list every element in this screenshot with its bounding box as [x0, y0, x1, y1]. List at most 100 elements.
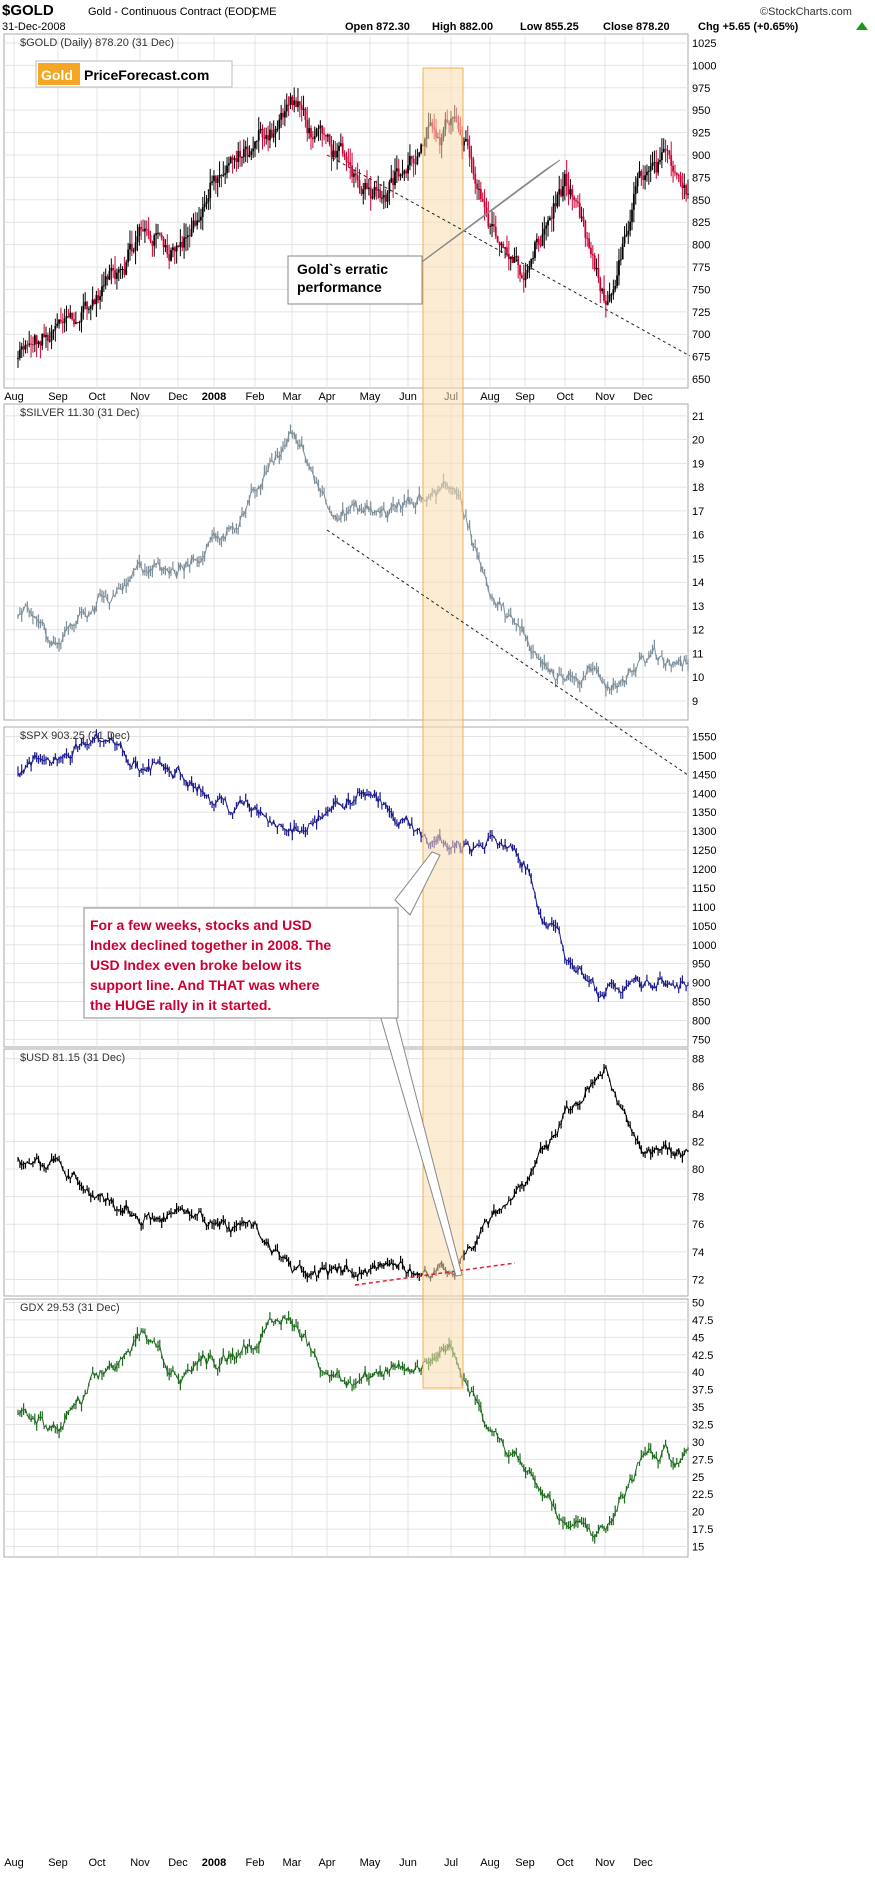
candle-body — [395, 168, 398, 172]
candle-body — [166, 245, 169, 255]
x-tick-label: Nov — [595, 391, 615, 403]
y-tick-label: 80 — [692, 1164, 704, 1176]
candle-body — [172, 247, 174, 251]
candle-body — [653, 161, 656, 163]
candle-body — [351, 165, 353, 177]
candle-body — [604, 300, 607, 305]
x-tick-label: Feb — [246, 391, 265, 403]
candle-body — [233, 158, 236, 160]
y-tick-label: 950 — [692, 105, 710, 117]
candle-body — [213, 175, 215, 182]
candle-body — [593, 255, 596, 270]
candle-body — [244, 146, 247, 150]
candle-body — [571, 189, 574, 197]
candle-body — [328, 134, 331, 145]
candle-body — [580, 216, 583, 218]
candle-body — [125, 262, 128, 275]
candle-body — [515, 256, 518, 258]
gold-callout-line: performance — [297, 279, 382, 295]
usd-support-line — [354, 1262, 516, 1286]
y-tick-label: 900 — [692, 150, 710, 162]
candle-body — [175, 245, 178, 252]
candle-body — [104, 276, 107, 286]
panel-frame — [3, 1048, 689, 1297]
candle-body — [242, 149, 245, 158]
candle-body — [222, 174, 225, 176]
candle-body — [289, 96, 292, 105]
candle-body — [250, 151, 253, 155]
candle-body — [74, 322, 77, 325]
candle-body — [82, 305, 85, 313]
candle-body — [149, 235, 152, 242]
y-tick-label: 1025 — [692, 38, 716, 50]
panel-1: 9 10 11 12 13 14 15 16 17 18 19 20 21 $SILVER 11.30 (… — [3, 403, 704, 721]
candle-body — [560, 189, 562, 197]
candle-body — [567, 185, 570, 195]
y-tick-label: 1400 — [692, 788, 716, 800]
x-tick-label: Oct — [556, 391, 573, 403]
candle-body — [670, 155, 673, 166]
candle-body — [675, 172, 678, 175]
y-tick-label: 1000 — [692, 60, 716, 72]
candle-body — [545, 225, 548, 229]
candle-body — [552, 203, 555, 219]
candle-body — [267, 135, 269, 141]
candle-body — [481, 199, 484, 202]
candle-body — [33, 335, 36, 345]
candle-body — [353, 173, 355, 177]
candle-body — [254, 141, 256, 149]
candle-body — [511, 256, 514, 263]
candle-body — [369, 187, 372, 199]
candle-body — [409, 156, 411, 166]
candle-body — [231, 157, 234, 160]
x-tick-label: Dec — [633, 391, 653, 403]
y-tick-label: 1000 — [692, 940, 716, 952]
x-tick-label: 2008 — [202, 391, 226, 403]
candle-body — [155, 233, 158, 236]
y-tick-label: 17 — [692, 506, 704, 518]
stocks-usd-callout-line: For a few weeks, stocks and USD — [90, 917, 312, 933]
candle-body — [465, 138, 467, 142]
candle-body — [207, 198, 210, 202]
candle-body — [65, 316, 68, 319]
candle-body — [642, 175, 645, 181]
candle-body — [201, 207, 204, 217]
candle-body — [420, 144, 423, 153]
candle-body — [470, 157, 473, 160]
series-line — [17, 1315, 689, 1539]
candle-body — [603, 288, 605, 301]
candle-body — [106, 276, 109, 280]
x-tick-label: Jun — [399, 391, 417, 403]
header-open: Open 872.30 — [345, 21, 410, 33]
y-tick-label: 14 — [692, 577, 704, 589]
candle-body — [575, 200, 577, 202]
candle-body — [591, 254, 594, 256]
candle-body — [308, 127, 311, 134]
candle-body — [54, 325, 57, 330]
candle-body — [576, 201, 579, 203]
candle-body — [293, 100, 296, 106]
candle-body — [99, 296, 102, 301]
candle-body — [173, 247, 176, 252]
candle-body — [227, 163, 230, 166]
candle-body — [672, 165, 674, 172]
candle-body — [674, 171, 676, 173]
candle-body — [185, 237, 187, 239]
candle-body — [681, 183, 684, 188]
candle-body — [157, 232, 159, 234]
candle-body — [291, 96, 294, 106]
candle-body — [640, 171, 643, 176]
candle-body — [649, 165, 652, 171]
x-tick-label: Nov — [595, 1857, 615, 1869]
candle-body — [127, 249, 130, 263]
candle-body — [356, 175, 359, 181]
header-close: Close 878.20 — [603, 21, 670, 33]
candle-body — [248, 154, 251, 157]
candle-body — [67, 316, 70, 318]
chart-overlays: Aug Sep Oct Nov Dec 2008 Feb Mar Apr May Jun Jul Aug… — [4, 60, 691, 1869]
candle-body — [394, 171, 396, 186]
candle-body — [144, 228, 146, 232]
candle-body — [278, 119, 281, 129]
candle-body — [334, 150, 337, 158]
candle-body — [239, 150, 241, 158]
